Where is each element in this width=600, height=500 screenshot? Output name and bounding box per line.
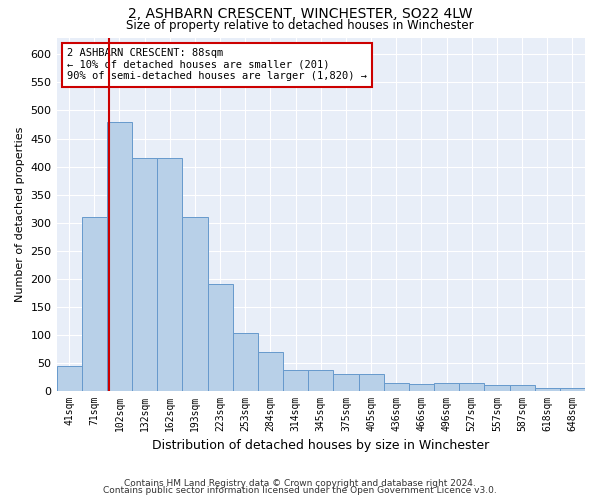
Bar xyxy=(409,384,434,391)
Bar xyxy=(484,386,509,391)
Bar xyxy=(359,374,383,391)
Text: Size of property relative to detached houses in Winchester: Size of property relative to detached ho… xyxy=(126,18,474,32)
X-axis label: Distribution of detached houses by size in Winchester: Distribution of detached houses by size … xyxy=(152,440,490,452)
Bar xyxy=(233,334,258,391)
Text: Contains HM Land Registry data © Crown copyright and database right 2024.: Contains HM Land Registry data © Crown c… xyxy=(124,478,476,488)
Bar xyxy=(208,284,233,391)
Text: 2 ASHBARN CRESCENT: 88sqm
← 10% of detached houses are smaller (201)
90% of semi: 2 ASHBARN CRESCENT: 88sqm ← 10% of detac… xyxy=(67,48,367,82)
Bar xyxy=(535,388,560,391)
Bar xyxy=(509,386,535,391)
Bar xyxy=(258,352,283,391)
Bar xyxy=(459,383,484,391)
Bar xyxy=(132,158,157,391)
Y-axis label: Number of detached properties: Number of detached properties xyxy=(15,126,25,302)
Bar xyxy=(82,217,107,391)
Bar xyxy=(157,158,182,391)
Bar xyxy=(560,388,585,391)
Bar xyxy=(283,370,308,391)
Bar xyxy=(182,217,208,391)
Bar xyxy=(56,366,82,391)
Bar xyxy=(334,374,359,391)
Bar xyxy=(383,383,409,391)
Bar xyxy=(107,122,132,391)
Bar xyxy=(308,370,334,391)
Text: 2, ASHBARN CRESCENT, WINCHESTER, SO22 4LW: 2, ASHBARN CRESCENT, WINCHESTER, SO22 4L… xyxy=(128,8,472,22)
Bar xyxy=(434,383,459,391)
Text: Contains public sector information licensed under the Open Government Licence v3: Contains public sector information licen… xyxy=(103,486,497,495)
